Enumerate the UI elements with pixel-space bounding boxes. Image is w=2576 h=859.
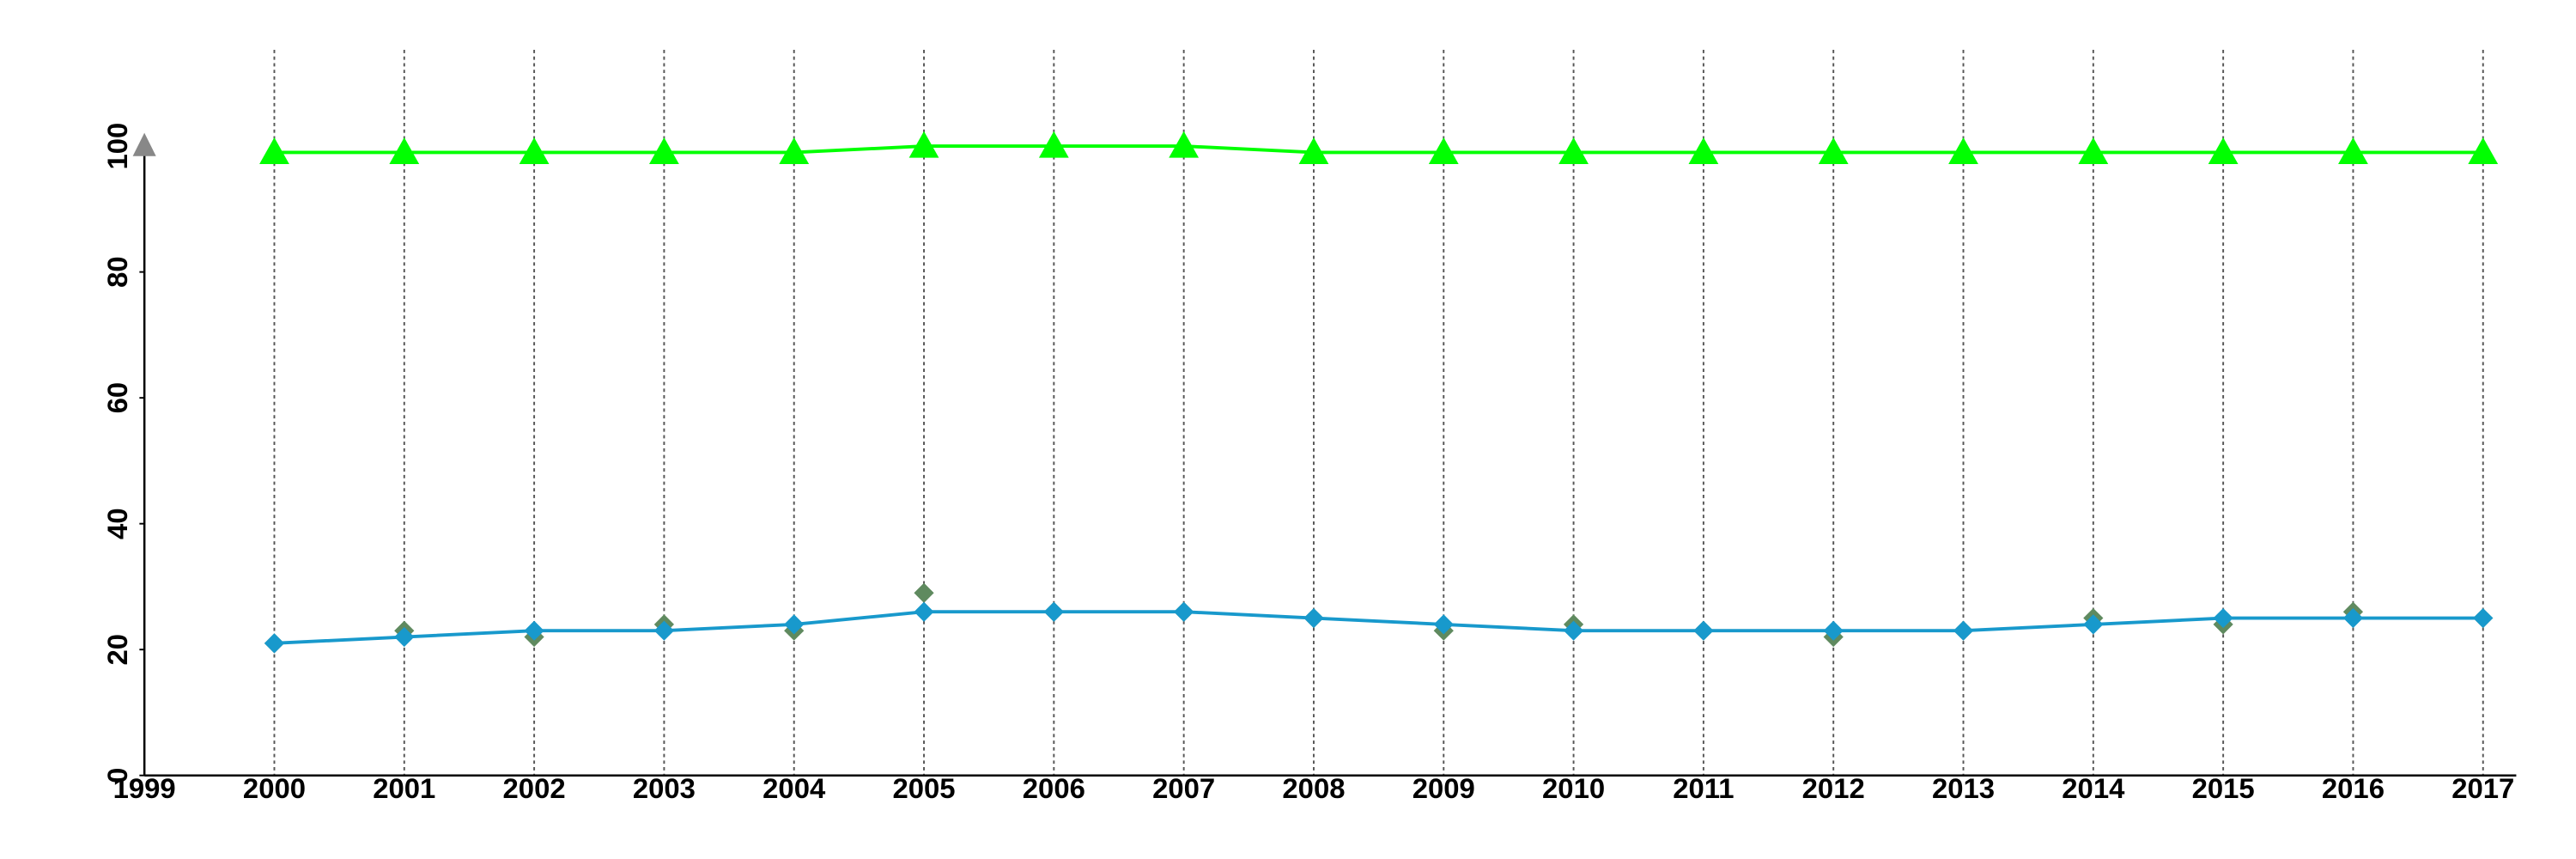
diamond-marker — [2213, 607, 2233, 629]
diamond-marker — [2473, 607, 2494, 629]
triangle-marker — [1558, 137, 1589, 164]
triangle-marker — [2468, 137, 2499, 164]
x-tick-label: 2002 — [503, 772, 566, 804]
x-tick-label: 2013 — [1932, 772, 1995, 804]
triangle-marker — [908, 131, 939, 158]
triangle-marker — [649, 137, 679, 164]
diamond-marker — [2342, 607, 2364, 629]
diamond-marker — [1174, 601, 1194, 622]
x-tick-label: 2004 — [762, 772, 826, 804]
triangle-marker — [2078, 137, 2109, 164]
diamond-marker — [1693, 620, 1714, 641]
x-tick-label: 2015 — [2192, 772, 2255, 804]
diamond-marker — [914, 601, 934, 622]
series-line — [274, 144, 2483, 155]
plot-area — [259, 131, 2499, 654]
triangle-marker — [1948, 137, 1978, 164]
triangle-marker — [1818, 137, 1849, 164]
x-tick-label: 2009 — [1413, 772, 1475, 804]
x-tick-label: 2008 — [1282, 772, 1345, 804]
x-tick-label: 2011 — [1673, 772, 1734, 804]
tick-labels: 1999 2000 2001 2002 2003 2004 2005 2006 2007 2008… — [101, 123, 2514, 804]
y-axis-arrow — [132, 132, 156, 156]
diamond-marker — [1953, 620, 1974, 641]
diamond-marker — [1433, 614, 1454, 635]
grid — [139, 49, 2484, 777]
triangle-marker — [389, 137, 420, 164]
x-tick-label: 2000 — [243, 772, 306, 804]
triangle-marker — [259, 137, 289, 164]
y-tick-label: 40 — [101, 508, 133, 539]
triangle-marker — [1038, 131, 1069, 158]
diamond-marker — [1563, 620, 1584, 641]
triangle-marker — [1298, 137, 1329, 164]
triangle-marker — [1428, 137, 1459, 164]
x-tick-label: 2005 — [892, 772, 955, 804]
x-tick-label: 2014 — [2062, 772, 2125, 804]
triangle-marker — [2338, 137, 2368, 164]
diamond-marker — [653, 620, 675, 641]
x-tick-label: 2012 — [1802, 772, 1865, 804]
triangle-marker — [519, 137, 550, 164]
x-tick-label: 2001 — [373, 772, 435, 804]
diamond-marker — [264, 633, 285, 654]
x-tick-label: 1999 — [113, 772, 176, 804]
x-tick-label: 2006 — [1023, 772, 1085, 804]
x-tick-label: 2007 — [1152, 772, 1215, 804]
diamond-marker — [1043, 601, 1064, 622]
diamond-marker — [1303, 607, 1324, 629]
x-tick-label: 2010 — [1542, 772, 1605, 804]
x-tick-label: 2003 — [633, 772, 696, 804]
y-tick-label: 20 — [101, 634, 133, 666]
triangle-marker — [2208, 137, 2239, 164]
diamond-marker — [784, 614, 805, 635]
diamond-marker — [914, 582, 934, 603]
x-tick-label: 2016 — [2322, 772, 2385, 804]
triangle-marker — [1169, 131, 1200, 158]
y-tick-label: 60 — [101, 382, 133, 414]
triangle-marker — [1688, 137, 1719, 164]
x-tick-label: 2017 — [2451, 772, 2514, 804]
series-line — [274, 610, 2483, 645]
y-tick-label: 0 — [101, 768, 133, 783]
triangle-marker — [779, 137, 810, 164]
y-tick-label: 100 — [101, 123, 133, 170]
y-tick-label: 80 — [101, 256, 133, 288]
